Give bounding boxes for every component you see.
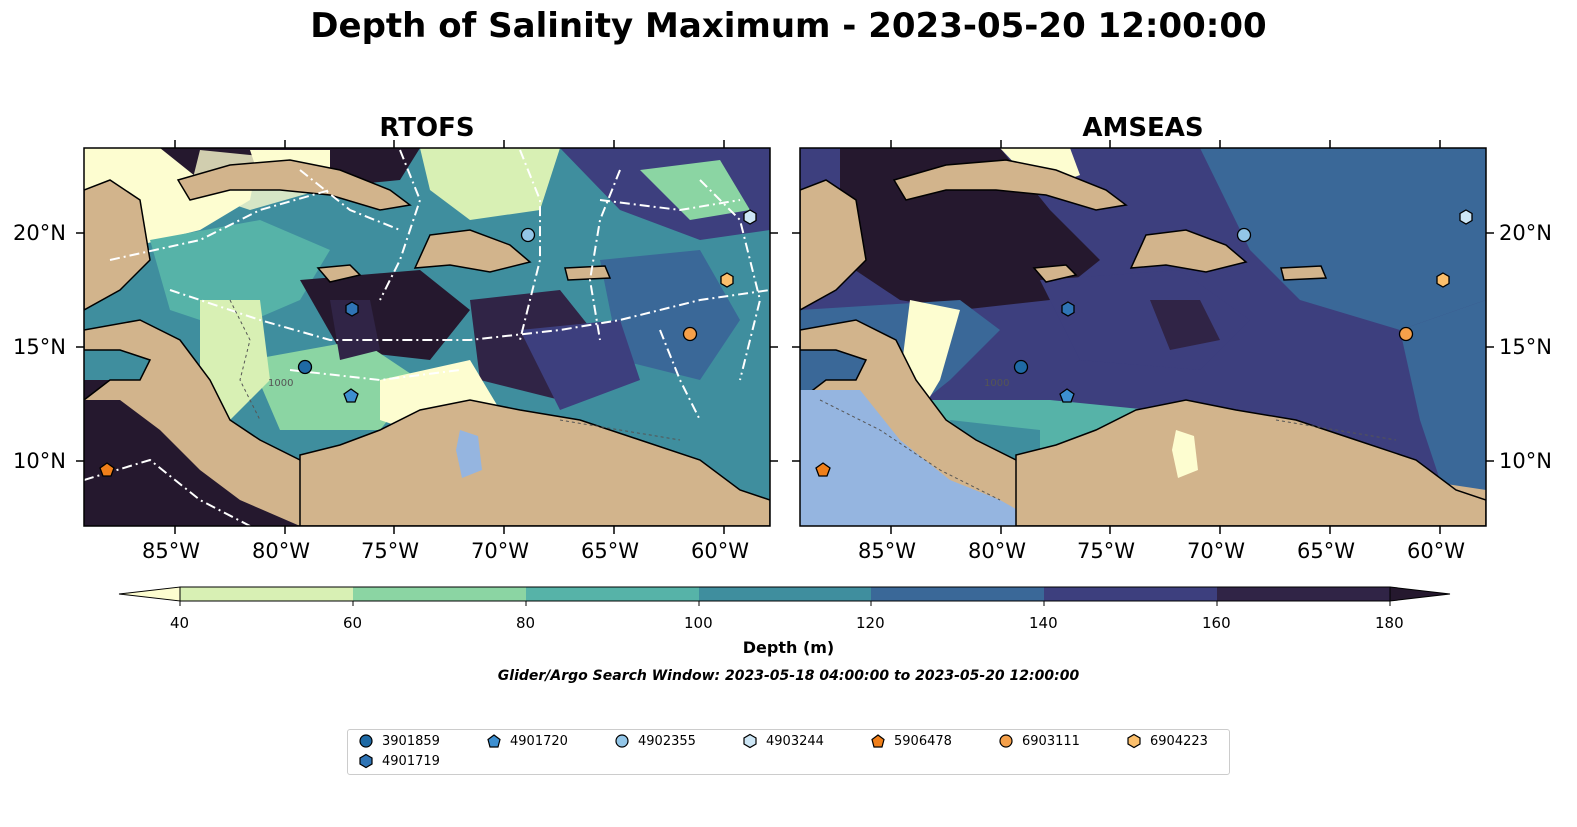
marker-6903111-rtofs (682, 326, 698, 342)
marker-4901719-amseas (1061, 301, 1075, 317)
cbar-tick-140: 140 (1029, 614, 1058, 632)
lat-label-20n-right: 20°N (1499, 221, 1552, 245)
lon-label-80w-right: 80°W (968, 539, 1026, 563)
legend-label: 4901720 (510, 733, 568, 749)
cbar-tick-60: 60 (343, 614, 363, 632)
contour-label-rtofs: 1000 (268, 378, 293, 389)
legend-label: 5906478 (894, 733, 952, 749)
lon-label-85w-right: 85°W (858, 539, 916, 563)
legend-item-4901720: 4901720 (486, 733, 568, 749)
marker-6903111-amseas (1398, 326, 1414, 342)
panel-title-rtofs: RTOFS (379, 113, 475, 143)
marker-4901720-rtofs (343, 388, 359, 403)
lon-label-85w-left: 85°W (142, 539, 200, 563)
float-markers (99, 209, 1473, 477)
legend-item-3901859: 3901859 (358, 733, 440, 749)
lat-label-10n-left: 10°N (13, 449, 66, 473)
legend-label: 6904223 (1150, 733, 1208, 749)
legend-label: 3901859 (382, 733, 440, 749)
legend-label: 6903111 (1022, 733, 1080, 749)
search-window-text: Glider/Argo Search Window: 2023-05-18 04… (497, 668, 1080, 684)
legend-item-6904223: 6904223 (1126, 733, 1208, 749)
lat-label-10n-right: 10°N (1499, 449, 1552, 473)
legend-label: 4901719 (382, 753, 440, 769)
pentagon-marker-icon (871, 734, 885, 748)
colorbar-title: Depth (m) (742, 638, 835, 657)
hexagon-marker-icon (359, 753, 373, 769)
cbar-tick-180: 180 (1375, 614, 1404, 632)
lon-label-75w-right: 75°W (1077, 539, 1135, 563)
lon-label-70w-right: 70°W (1187, 539, 1245, 563)
legend-item-5906478: 5906478 (870, 733, 952, 749)
pentagon-marker-icon (487, 734, 501, 748)
lat-ticks (76, 232, 1494, 462)
hexagon-marker-icon (1127, 733, 1141, 749)
lon-label-65w-left: 65°W (581, 539, 639, 563)
circle-marker-icon (999, 734, 1013, 748)
circle-marker-icon (359, 734, 373, 748)
marker-4902355-amseas (1236, 227, 1252, 243)
marker-3901859-rtofs (297, 359, 313, 375)
marker-4903244-amseas (1459, 209, 1473, 225)
colorbar (118, 586, 1451, 606)
marker-5906478-amseas (815, 462, 831, 477)
legend-label: 4903244 (766, 733, 824, 749)
contour-label-amseas: 1000 (984, 378, 1009, 389)
amseas-map (800, 148, 1486, 526)
marker-3901859-amseas (1013, 359, 1029, 375)
panel-title-amseas: AMSEAS (1082, 113, 1204, 143)
marker-4901719-rtofs (345, 301, 359, 317)
legend: 3901859 4901720 4902355 4903244 5906478 … (347, 729, 1230, 775)
lon-label-75w-left: 75°W (361, 539, 419, 563)
figure-title: Depth of Salinity Maximum - 2023-05-20 1… (310, 6, 1267, 46)
marker-6904223-rtofs (720, 272, 734, 288)
cbar-tick-40: 40 (170, 614, 190, 632)
marker-5906478-rtofs (99, 462, 115, 477)
hexagon-marker-icon (743, 733, 757, 749)
lon-label-65w-right: 65°W (1297, 539, 1355, 563)
marker-4901720-amseas (1059, 388, 1075, 403)
cbar-tick-160: 160 (1202, 614, 1231, 632)
lon-ticks (174, 140, 1441, 534)
lon-label-80w-left: 80°W (252, 539, 310, 563)
cbar-tick-100: 100 (684, 614, 713, 632)
legend-item-6903111: 6903111 (998, 733, 1080, 749)
circle-marker-icon (615, 734, 629, 748)
legend-item-4903244: 4903244 (742, 733, 824, 749)
marker-6904223-amseas (1436, 272, 1450, 288)
legend-item-4902355: 4902355 (614, 733, 696, 749)
cbar-tick-80: 80 (516, 614, 536, 632)
lat-label-15n-left: 15°N (13, 335, 66, 359)
lon-label-60w-right: 60°W (1407, 539, 1465, 563)
cbar-tick-120: 120 (856, 614, 885, 632)
marker-4903244-rtofs (743, 209, 757, 225)
lat-label-15n-right: 15°N (1499, 335, 1552, 359)
lon-label-60w-left: 60°W (691, 539, 749, 563)
lon-label-70w-left: 70°W (471, 539, 529, 563)
legend-label: 4902355 (638, 733, 696, 749)
rtofs-map (84, 148, 770, 526)
legend-item-4901719: 4901719 (358, 753, 440, 769)
lat-label-20n-left: 20°N (13, 221, 66, 245)
marker-4902355-rtofs (520, 227, 536, 243)
